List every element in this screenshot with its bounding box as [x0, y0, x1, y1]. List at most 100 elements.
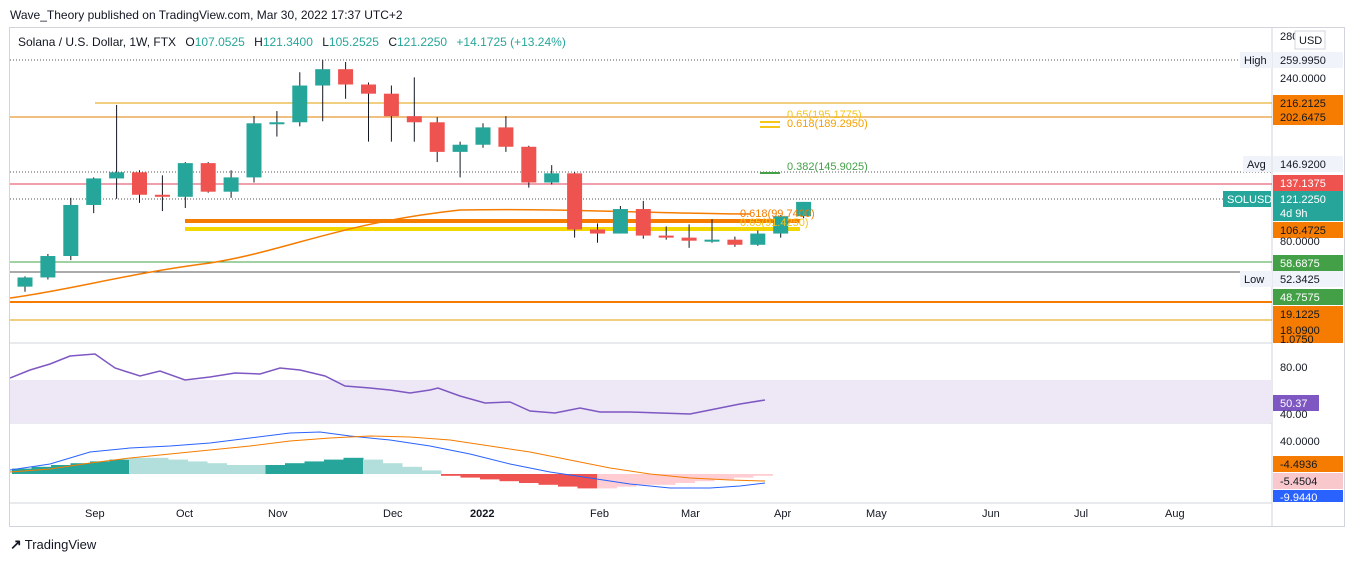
- level-1-box: [1273, 338, 1343, 343]
- level-58-value: 58.6875: [1280, 258, 1320, 270]
- candle-body: [704, 239, 720, 242]
- legend-open: 107.0525: [195, 35, 245, 49]
- candle-body: [475, 127, 491, 145]
- time-label-nov: Nov: [268, 508, 288, 520]
- macd-bar: [753, 474, 773, 476]
- candle-body: [681, 237, 697, 241]
- candle-body: [361, 84, 376, 94]
- symbol-tag: SOLUSD: [1227, 194, 1272, 206]
- candle-body: [452, 144, 468, 152]
- macd-bar: [31, 466, 52, 474]
- footer: ↗︎ TradingView: [10, 536, 96, 553]
- symbol-legend[interactable]: Solana / U.S. Dollar, 1W, FTX O107.0525 …: [18, 35, 566, 49]
- rsi-band: [10, 380, 1272, 423]
- low-value-box: [1273, 271, 1343, 287]
- candle-body: [498, 127, 514, 147]
- legend-change: +14.1725 (+13.24%): [456, 35, 565, 49]
- macd-bar: [538, 474, 559, 485]
- macd-bar: [441, 474, 461, 476]
- level-48-box: [1273, 289, 1343, 305]
- time-label-jul: Jul: [1074, 508, 1088, 520]
- level-106-box: [1273, 222, 1343, 238]
- time-label-feb: Feb: [590, 508, 609, 520]
- svg-text:Solana / U.S. Dollar, 1W, FTX: Solana / U.S. Dollar, 1W, FTX O107.0525 …: [18, 35, 566, 49]
- high-tag-label: High: [1244, 55, 1267, 67]
- candle-body: [750, 233, 766, 245]
- time-axis: Sep Oct Nov Dec 2022 Feb Mar Apr May Jun…: [85, 508, 1185, 520]
- macd-bar: [70, 463, 91, 474]
- candle-body: [109, 172, 125, 179]
- candle-body: [315, 69, 331, 86]
- legend-low: 105.2525: [329, 35, 379, 49]
- candle-body: [383, 93, 399, 117]
- level-58-box: [1273, 255, 1343, 271]
- candle-body: [773, 216, 789, 234]
- level-137-value: 137.1375: [1280, 178, 1326, 190]
- level-202-value: 202.6475: [1280, 112, 1326, 124]
- rsi-value: 50.37: [1280, 398, 1308, 410]
- candle-body: [132, 172, 147, 195]
- candle-body: [635, 209, 651, 236]
- time-label-dec: Dec: [383, 508, 403, 520]
- fib-065-low-label: 0.65(91.4250): [740, 217, 809, 229]
- time-label-apr: Apr: [774, 508, 791, 520]
- macd-tick-40: 40.0000: [1280, 436, 1320, 448]
- high-value-box: [1273, 52, 1343, 68]
- currency-box[interactable]: [1294, 30, 1326, 50]
- level-18-box: [1273, 322, 1343, 338]
- candle-body: [429, 122, 445, 152]
- legend-open-label: O: [185, 35, 194, 49]
- legend-high: 121.3400: [263, 35, 313, 49]
- macd-bar: [363, 459, 383, 474]
- macd-bar: [597, 474, 617, 489]
- price-axis: 280.0000 USD High 259.9950 240.0000 216.…: [1223, 30, 1343, 504]
- legend-low-label: L: [322, 35, 329, 49]
- footer-brand: TradingView: [24, 537, 97, 552]
- macd-bar: [246, 465, 266, 474]
- time-label-2022: 2022: [470, 508, 494, 520]
- level-18-value: 18.0900: [1280, 325, 1320, 337]
- candle-body: [40, 256, 56, 278]
- fib-0618-label: 0.618(189.2950): [787, 118, 868, 130]
- macd-line: [9, 431, 766, 489]
- macd-bar: [187, 461, 208, 474]
- candle-body: [796, 201, 812, 217]
- macd-bar: [558, 474, 578, 487]
- candle-body: [406, 116, 422, 123]
- chart-frame[interactable]: 0.65(195.1775) 0.618(189.2950) 0.382(145…: [9, 27, 1345, 527]
- candle-body: [177, 163, 193, 197]
- macd-bar: [265, 465, 286, 474]
- macd-signal-line: [9, 435, 766, 482]
- level-48-value: 48.7575: [1280, 292, 1320, 304]
- macd-bar: [51, 465, 71, 474]
- macd-bar: [636, 474, 656, 485]
- fib-0382-label: 0.382(145.9025): [787, 161, 868, 173]
- candle-body: [200, 163, 216, 192]
- chart-svg[interactable]: 0.65(195.1775) 0.618(189.2950) 0.382(145…: [9, 28, 1344, 526]
- avg-tag: [1243, 156, 1271, 172]
- candle-body: [612, 209, 628, 234]
- macd-bar: [285, 463, 305, 474]
- candle-body: [590, 229, 605, 234]
- countdown-value: 4d 9h: [1280, 208, 1308, 220]
- macd-bar: [304, 461, 325, 474]
- candle-body: [154, 194, 170, 197]
- high-tag: [1240, 52, 1272, 68]
- macd-bar: [207, 463, 227, 474]
- candle-body: [17, 277, 33, 287]
- symbol-tag-box: [1223, 191, 1271, 207]
- macd-v1: -4.4936: [1280, 459, 1317, 471]
- macd-bar: [480, 474, 500, 480]
- legend-symbol: Solana / U.S. Dollar, 1W, FTX: [18, 35, 176, 49]
- level-137-box: [1273, 175, 1343, 191]
- level-19-value: 19.1225: [1280, 309, 1320, 321]
- macd-bar: [382, 463, 403, 474]
- candle-body: [86, 178, 102, 205]
- candle-body: [521, 146, 537, 183]
- legend-high-label: H: [254, 35, 263, 49]
- time-label-aug: Aug: [1165, 508, 1185, 520]
- macd-bar: [655, 474, 676, 485]
- avg-tag-label: Avg: [1247, 159, 1266, 171]
- level-202-box: [1273, 109, 1343, 125]
- macd-bar: [226, 465, 247, 474]
